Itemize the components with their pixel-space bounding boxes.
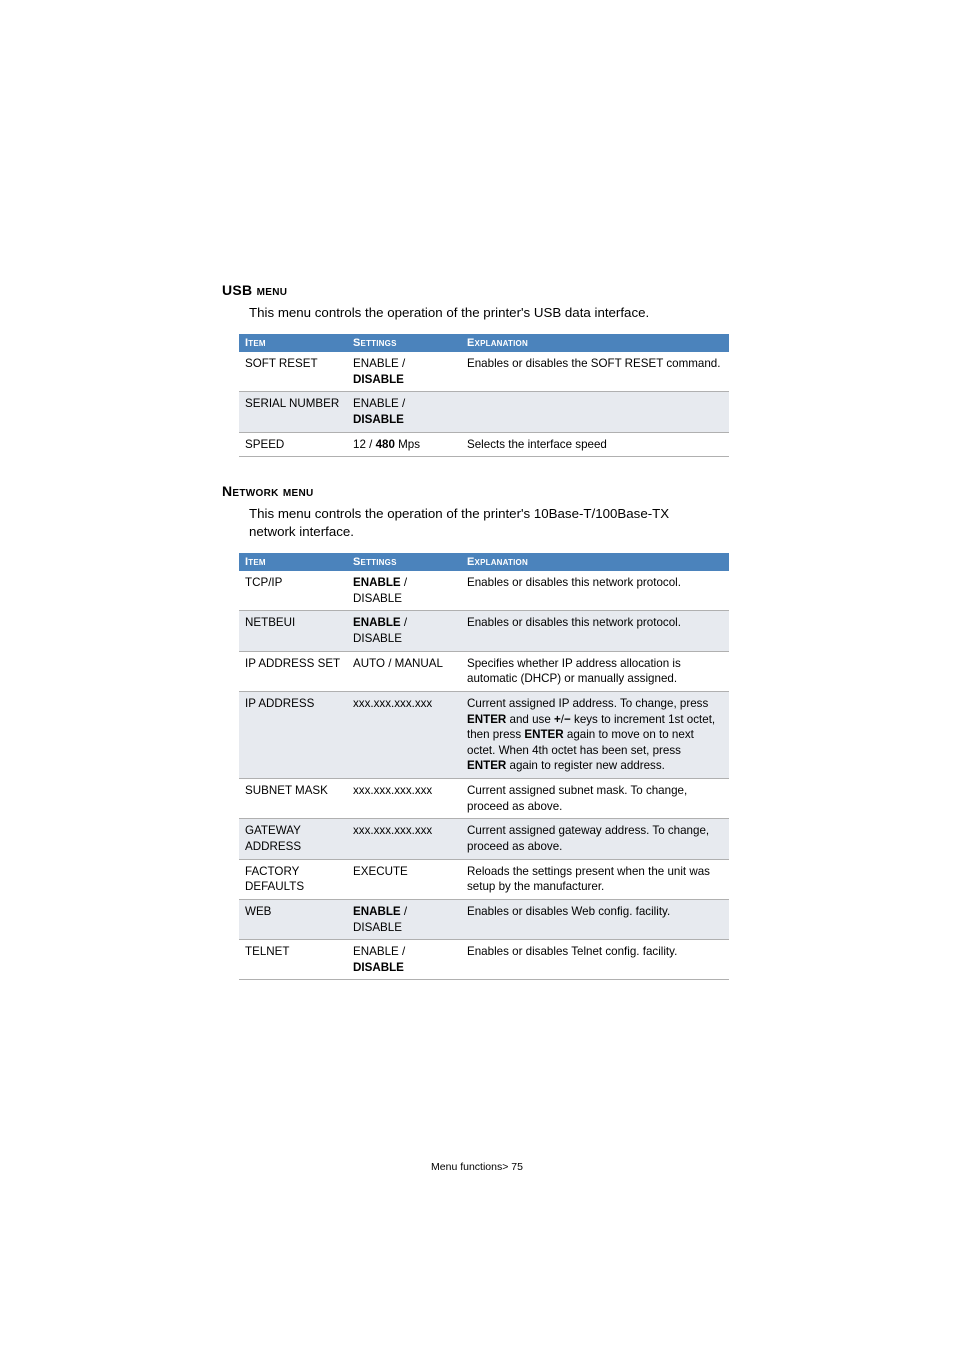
usb-intro: This menu controls the operation of the … bbox=[249, 304, 719, 322]
network-table: Item Settings Explanation TCP/IPENABLE /… bbox=[239, 553, 729, 980]
settings-bold: DISABLE bbox=[353, 373, 404, 386]
cell-item: SOFT RESET bbox=[239, 352, 347, 392]
cell-item: WEB bbox=[239, 899, 347, 939]
cell-explanation: Enables or disables Web config. facility… bbox=[461, 899, 729, 939]
cell-settings: ENABLE / DISABLE bbox=[347, 899, 461, 939]
table-row: SUBNET MASKxxx.xxx.xxx.xxxCurrent assign… bbox=[239, 779, 729, 819]
usb-heading: USB menu bbox=[222, 282, 719, 298]
network-heading-prefix: N bbox=[222, 483, 232, 499]
cell-settings: EXECUTE bbox=[347, 859, 461, 899]
cell-explanation: Current assigned IP address. To change, … bbox=[461, 691, 729, 778]
cell-settings: xxx.xxx.xxx.xxx bbox=[347, 691, 461, 778]
cell-item: TCP/IP bbox=[239, 571, 347, 611]
cell-explanation: Specifies whether IP address allocation … bbox=[461, 651, 729, 691]
table-row: TELNETENABLE / DISABLEEnables or disable… bbox=[239, 940, 729, 980]
table-row: NETBEUIENABLE / DISABLEEnables or disabl… bbox=[239, 611, 729, 651]
th-explanation: Explanation bbox=[461, 553, 729, 571]
settings-bold: ENABLE bbox=[353, 576, 401, 589]
cell-explanation: Enables or disables the SOFT RESET comma… bbox=[461, 352, 729, 392]
cell-item: NETBEUI bbox=[239, 611, 347, 651]
usb-table: Item Settings Explanation SOFT RESETENAB… bbox=[239, 334, 729, 457]
settings-bold: DISABLE bbox=[353, 961, 404, 974]
th-item: Item bbox=[239, 553, 347, 571]
usb-heading-prefix: USB bbox=[222, 282, 252, 298]
page-footer: Menu functions> 75 bbox=[0, 1161, 954, 1173]
cell-item: TELNET bbox=[239, 940, 347, 980]
settings-bold: ENABLE bbox=[353, 616, 401, 629]
network-table-body: TCP/IPENABLE / DISABLEEnables or disable… bbox=[239, 571, 729, 980]
table-row: SOFT RESETENABLE / DISABLEEnables or dis… bbox=[239, 352, 729, 392]
settings-bold: 480 bbox=[376, 438, 395, 451]
cell-explanation bbox=[461, 392, 729, 432]
cell-settings: ENABLE / DISABLE bbox=[347, 352, 461, 392]
network-heading-suffix: etwork menu bbox=[232, 483, 313, 499]
table-row: GATEWAY ADDRESSxxx.xxx.xxx.xxxCurrent as… bbox=[239, 819, 729, 859]
cell-item: SUBNET MASK bbox=[239, 779, 347, 819]
cell-settings: ENABLE / DISABLE bbox=[347, 611, 461, 651]
settings-bold: ENABLE bbox=[353, 905, 401, 918]
table-row: IP ADDRESSxxx.xxx.xxx.xxxCurrent assigne… bbox=[239, 691, 729, 778]
network-heading: Network menu bbox=[222, 483, 719, 499]
network-intro: This menu controls the operation of the … bbox=[249, 505, 719, 541]
cell-item: SPEED bbox=[239, 432, 347, 457]
cell-settings: xxx.xxx.xxx.xxx bbox=[347, 779, 461, 819]
usb-table-body: SOFT RESETENABLE / DISABLEEnables or dis… bbox=[239, 352, 729, 457]
cell-explanation: Enables or disables Telnet config. facil… bbox=[461, 940, 729, 980]
cell-explanation: Enables or disables this network protoco… bbox=[461, 611, 729, 651]
table-row: SPEED12 / 480 MpsSelects the interface s… bbox=[239, 432, 729, 457]
cell-explanation: Selects the interface speed bbox=[461, 432, 729, 457]
cell-settings: ENABLE / DISABLE bbox=[347, 392, 461, 432]
cell-item: IP ADDRESS bbox=[239, 691, 347, 778]
cell-explanation: Enables or disables this network protoco… bbox=[461, 571, 729, 611]
cell-settings: xxx.xxx.xxx.xxx bbox=[347, 819, 461, 859]
table-header-row: Item Settings Explanation bbox=[239, 334, 729, 352]
cell-settings: 12 / 480 Mps bbox=[347, 432, 461, 457]
cell-settings: AUTO / MANUAL bbox=[347, 651, 461, 691]
th-settings: Settings bbox=[347, 334, 461, 352]
th-item: Item bbox=[239, 334, 347, 352]
th-settings: Settings bbox=[347, 553, 461, 571]
cell-settings: ENABLE / DISABLE bbox=[347, 940, 461, 980]
table-row: FACTORY DEFAULTSEXECUTEReloads the setti… bbox=[239, 859, 729, 899]
table-row: TCP/IPENABLE / DISABLEEnables or disable… bbox=[239, 571, 729, 611]
table-row: WEBENABLE / DISABLEEnables or disables W… bbox=[239, 899, 729, 939]
usb-heading-suffix: menu bbox=[252, 282, 287, 298]
table-row: SERIAL NUMBERENABLE / DISABLE bbox=[239, 392, 729, 432]
cell-item: FACTORY DEFAULTS bbox=[239, 859, 347, 899]
cell-item: IP ADDRESS SET bbox=[239, 651, 347, 691]
cell-explanation: Current assigned gateway address. To cha… bbox=[461, 819, 729, 859]
document-page: USB menu This menu controls the operatio… bbox=[0, 0, 954, 1351]
cell-item: SERIAL NUMBER bbox=[239, 392, 347, 432]
th-explanation: Explanation bbox=[461, 334, 729, 352]
cell-explanation: Reloads the settings present when the un… bbox=[461, 859, 729, 899]
settings-bold: DISABLE bbox=[353, 413, 404, 426]
table-header-row: Item Settings Explanation bbox=[239, 553, 729, 571]
content-area: USB menu This menu controls the operatio… bbox=[225, 282, 719, 1006]
cell-explanation: Current assigned subnet mask. To change,… bbox=[461, 779, 729, 819]
cell-settings: ENABLE / DISABLE bbox=[347, 571, 461, 611]
table-row: IP ADDRESS SETAUTO / MANUALSpecifies whe… bbox=[239, 651, 729, 691]
cell-item: GATEWAY ADDRESS bbox=[239, 819, 347, 859]
